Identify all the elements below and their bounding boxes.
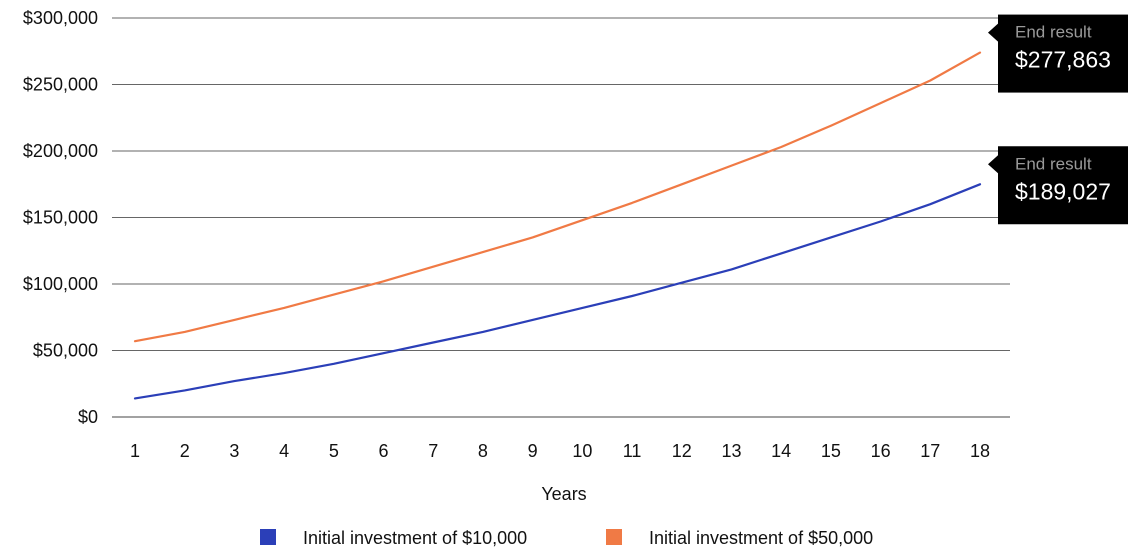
x-tick-label: 1 — [130, 441, 140, 461]
y-tick-label: $100,000 — [23, 274, 98, 294]
x-axis-title: Years — [541, 484, 586, 504]
callout-box — [998, 146, 1128, 225]
x-tick-label: 9 — [528, 441, 538, 461]
y-tick-label: $200,000 — [23, 141, 98, 161]
x-tick-label: 18 — [970, 441, 990, 461]
callout-box — [998, 14, 1128, 93]
legend-label: Initial investment of $50,000 — [649, 528, 873, 548]
legend-item: Initial investment of $10,000 — [260, 528, 527, 548]
y-tick-label: $250,000 — [23, 75, 98, 95]
series-line-0 — [133, 183, 982, 400]
x-tick-label: 14 — [771, 441, 791, 461]
callout-pointer — [988, 155, 998, 174]
legend-label: Initial investment of $10,000 — [303, 528, 527, 548]
x-tick-label: 6 — [379, 441, 389, 461]
callout-value: $189,027 — [1015, 178, 1111, 204]
data-series — [133, 51, 982, 400]
end-result-callout: End result $189,027 — [988, 146, 1128, 225]
x-tick-label: 2 — [180, 441, 190, 461]
callout-value: $277,863 — [1015, 47, 1111, 73]
x-tick-label: 5 — [329, 441, 339, 461]
legend-swatch — [260, 529, 276, 545]
y-tick-label: $0 — [78, 407, 98, 427]
x-axis-tick-labels: 1 2 3 4 5 6 7 8 9 10 11 12 13 14 15 16 17 18 — [130, 441, 990, 461]
y-tick-label: $50,000 — [33, 341, 98, 361]
x-tick-label: 10 — [572, 441, 592, 461]
end-result-callouts: End result $277,863 End result $189,027 — [988, 14, 1128, 225]
legend: Initial investment of $10,000 Initial inv… — [260, 528, 873, 548]
x-tick-label: 11 — [623, 441, 642, 461]
x-tick-label: 15 — [821, 441, 841, 461]
legend-item: Initial investment of $50,000 — [606, 528, 873, 548]
x-tick-label: 12 — [672, 441, 692, 461]
y-tick-label: $150,000 — [23, 208, 98, 228]
x-tick-label: 17 — [920, 441, 940, 461]
y-tick-label: $300,000 — [23, 8, 98, 28]
callout-title: End result — [1015, 154, 1092, 173]
x-tick-label: 13 — [721, 441, 741, 461]
y-axis-tick-labels: $0 $50,000 $100,000 $150,000 $200,000 $250,00… — [23, 8, 98, 427]
legend-swatch — [606, 529, 622, 545]
end-result-callout: End result $277,863 — [988, 14, 1128, 93]
x-tick-label: 7 — [428, 441, 438, 461]
x-tick-label: 16 — [871, 441, 891, 461]
x-tick-label: 3 — [229, 441, 239, 461]
series-line-1 — [133, 51, 982, 343]
callout-title: End result — [1015, 23, 1092, 42]
callout-pointer — [988, 23, 998, 42]
gridlines — [112, 17, 1010, 418]
x-tick-label: 8 — [478, 441, 488, 461]
x-tick-label: 4 — [279, 441, 289, 461]
